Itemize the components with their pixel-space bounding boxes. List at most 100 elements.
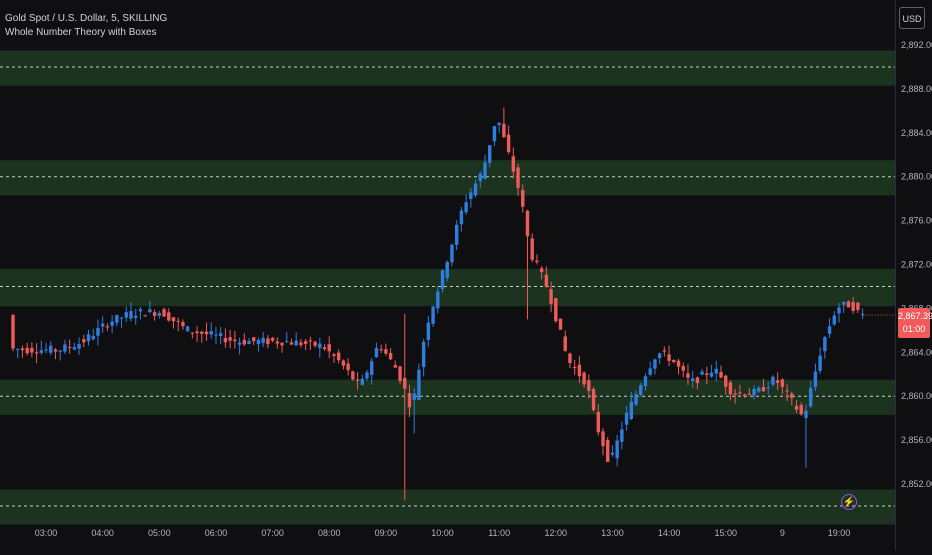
- candle-body: [724, 375, 728, 387]
- candle-body: [846, 301, 851, 308]
- candle-body: [629, 401, 634, 420]
- candle-body: [195, 331, 199, 334]
- candle-body: [454, 224, 459, 245]
- candle-body: [653, 359, 657, 369]
- candle-body: [780, 379, 785, 387]
- candle-body: [450, 244, 454, 263]
- candle-body: [624, 412, 629, 425]
- x-tick-label: 05:00: [148, 528, 171, 538]
- candle-body: [483, 162, 487, 179]
- candle-body: [204, 331, 209, 335]
- currency-button[interactable]: USD: [899, 7, 925, 29]
- candle-body: [11, 315, 15, 349]
- candle-body: [294, 340, 298, 346]
- x-tick-label: 03:00: [35, 528, 58, 538]
- candle-body: [464, 202, 468, 213]
- candle-body: [695, 377, 700, 384]
- candle-body: [374, 348, 379, 358]
- candle-body: [148, 309, 152, 313]
- candle-body: [44, 349, 48, 351]
- candle-body: [686, 373, 690, 378]
- candle-body: [162, 309, 166, 317]
- price-axis[interactable]: [895, 0, 932, 550]
- candle-body: [346, 363, 350, 371]
- candle-body: [152, 312, 157, 316]
- candle-body: [672, 360, 676, 363]
- x-tick-label: 08:00: [318, 528, 341, 538]
- time-axis[interactable]: [0, 517, 895, 551]
- candle-body: [313, 341, 317, 346]
- candle-body: [270, 337, 275, 341]
- candle-body: [771, 376, 775, 385]
- candle-body: [459, 210, 464, 225]
- candle-body: [82, 339, 86, 343]
- candle-body: [209, 331, 213, 335]
- candle-body: [72, 347, 77, 350]
- candle-body: [445, 262, 449, 278]
- candle-body: [690, 378, 695, 381]
- candle-body: [582, 372, 586, 385]
- level-box: [0, 379, 895, 415]
- candle-body: [171, 317, 176, 322]
- candle-body: [799, 405, 803, 415]
- candle-body: [492, 126, 497, 142]
- candle-body: [233, 339, 237, 342]
- candle-body: [261, 337, 265, 344]
- candle-body: [403, 377, 407, 389]
- candle-body: [407, 393, 412, 408]
- candle-body: [77, 343, 81, 349]
- candle-body: [785, 390, 789, 392]
- y-tick-label: 2,872.00: [901, 260, 932, 270]
- candle-body: [200, 331, 204, 334]
- candle-body: [16, 349, 20, 351]
- candle-body: [223, 338, 228, 343]
- symbol-title[interactable]: Gold Spot / U.S. Dollar, 5, SKILLING: [5, 13, 168, 24]
- candle-body: [157, 313, 162, 316]
- candle-body: [790, 393, 794, 398]
- candle-body: [747, 393, 752, 395]
- candle-body: [511, 156, 516, 172]
- candle-body: [115, 314, 119, 323]
- x-tick-label: 15:00: [714, 528, 737, 538]
- candle-body: [606, 439, 610, 462]
- level-box: [0, 489, 895, 525]
- candle-body: [417, 369, 421, 400]
- candle-body: [285, 341, 289, 343]
- lightning-icon[interactable]: ⚡: [841, 494, 857, 510]
- candle-body: [700, 371, 704, 375]
- candle-body: [431, 306, 435, 324]
- candle-body: [742, 394, 747, 397]
- x-tick-label: 09:00: [375, 528, 398, 538]
- x-tick-label: 14:00: [658, 528, 681, 538]
- candle-body: [308, 340, 313, 342]
- candle-body: [266, 338, 270, 345]
- candle-body: [497, 122, 501, 126]
- candle-body: [218, 333, 223, 336]
- candle-body: [138, 309, 143, 312]
- candle-body: [761, 386, 766, 392]
- candle-body: [176, 320, 180, 322]
- candle-body: [247, 341, 251, 344]
- candle-body: [733, 393, 737, 395]
- candle-body: [535, 260, 539, 262]
- candle-body: [86, 334, 91, 342]
- candle-body: [39, 350, 44, 353]
- candle-body: [275, 341, 280, 344]
- candle-body: [662, 350, 667, 352]
- last-price-value: 2,867.39: [898, 311, 932, 321]
- candle-body: [214, 334, 218, 336]
- candle-body: [639, 385, 643, 395]
- candle-body: [190, 332, 195, 334]
- indicator-title[interactable]: Whole Number Theory with Boxes: [5, 27, 157, 38]
- candle-body: [318, 343, 322, 349]
- y-tick-label: 2,856.00: [901, 435, 932, 445]
- x-tick-label: 10:00: [431, 528, 454, 538]
- candle-body: [332, 354, 336, 356]
- candle-body: [370, 361, 374, 375]
- candle-body: [436, 291, 440, 309]
- candle-body: [530, 238, 534, 260]
- candle-body: [336, 352, 341, 361]
- candle-body: [757, 387, 761, 392]
